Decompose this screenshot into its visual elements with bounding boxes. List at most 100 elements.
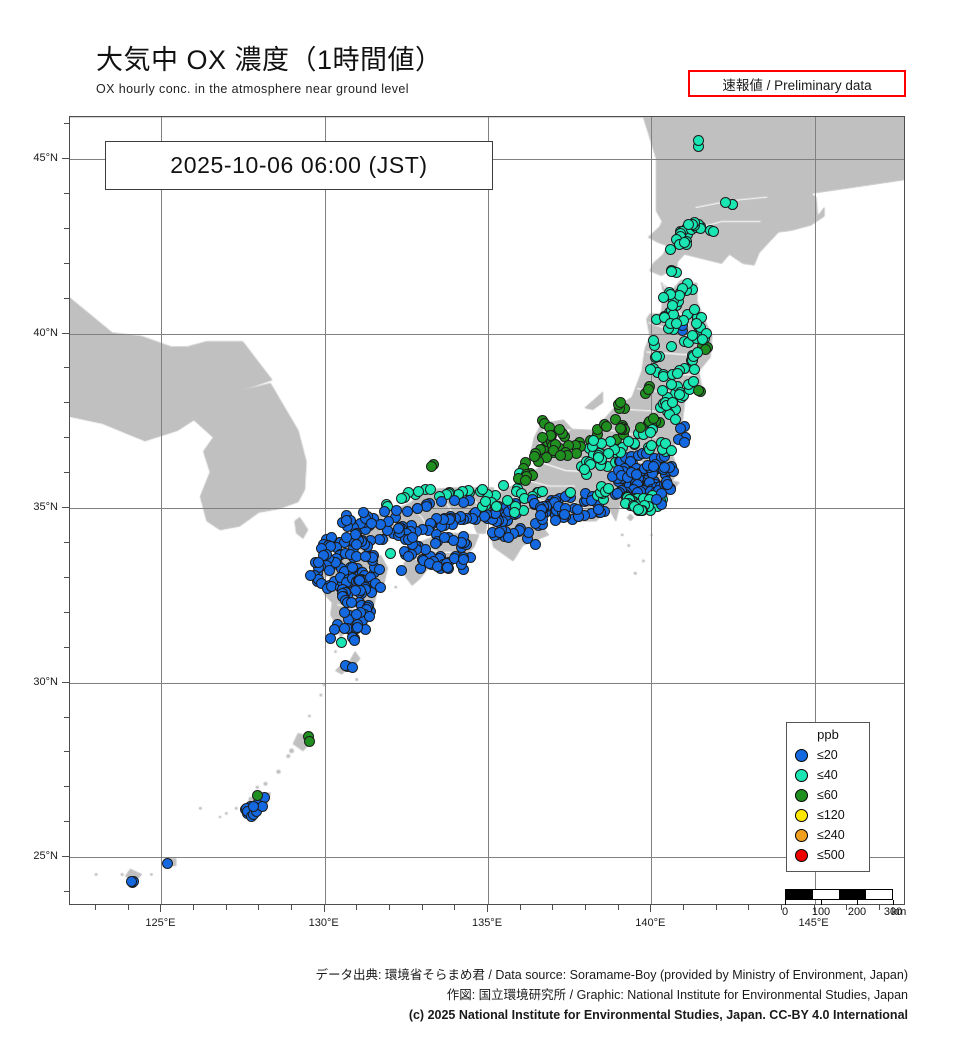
- x-minor-tick: [780, 905, 782, 910]
- x-minor-tick: [389, 905, 390, 910]
- observation-point: [601, 421, 613, 433]
- observation-point: [351, 538, 363, 550]
- observation-point: [665, 243, 677, 255]
- observation-point: [347, 661, 359, 673]
- observation-point: [708, 225, 720, 237]
- observation-point: [666, 340, 678, 352]
- observation-point: [396, 493, 408, 505]
- page-subtitle: OX hourly conc. in the atmosphere near g…: [96, 82, 409, 96]
- observation-point: [571, 503, 583, 515]
- observation-point: [635, 422, 647, 434]
- observation-point: [615, 397, 627, 409]
- scale-tick: [785, 900, 786, 905]
- observation-point: [325, 633, 336, 645]
- scale-tick: [821, 900, 822, 905]
- x-tick: [650, 905, 652, 912]
- gridline-horizontal: [70, 682, 904, 684]
- observation-point: [502, 495, 514, 507]
- observation-point: [364, 610, 375, 622]
- observation-point: [603, 482, 615, 494]
- x-tick: [487, 905, 488, 912]
- scale-bar-segments: [785, 889, 893, 900]
- legend-item-20[interactable]: ≤20: [787, 745, 869, 765]
- y-minor-tick: [64, 891, 69, 892]
- observation-point: [651, 351, 663, 363]
- x-minor-tick: [356, 905, 358, 910]
- scale-segment-2: [812, 890, 839, 899]
- observation-point: [689, 364, 701, 376]
- scale-unit-label: km: [891, 906, 907, 918]
- observation-point: [407, 531, 419, 543]
- observation-point: [688, 304, 700, 316]
- gridline-vertical: [161, 117, 163, 904]
- footer: データ出典: 環境省そらまめ君 / Data source: Soramame-…: [0, 965, 980, 1025]
- legend-item-500[interactable]: ≤500: [787, 845, 869, 865]
- observation-point: [697, 333, 708, 345]
- y-tick: [62, 856, 69, 858]
- x-minor-tick: [127, 905, 129, 910]
- gridline-vertical: [814, 117, 816, 904]
- observation-point: [493, 526, 505, 538]
- legend-item-40[interactable]: ≤40: [787, 765, 869, 785]
- observation-point: [390, 505, 402, 517]
- observation-point: [645, 439, 657, 451]
- y-minor-tick: [64, 751, 69, 753]
- observation-point: [660, 437, 672, 449]
- observation-point: [693, 384, 704, 396]
- observation-point: [336, 637, 348, 649]
- observation-point: [339, 623, 351, 635]
- observation-point: [490, 500, 502, 512]
- observation-point: [565, 487, 577, 499]
- observation-point: [534, 510, 546, 522]
- observation-point: [671, 318, 683, 329]
- legend-title: ppb: [817, 727, 839, 742]
- gridline-horizontal: [70, 857, 904, 859]
- x-minor-tick: [552, 905, 554, 910]
- gridline-horizontal: [70, 333, 904, 335]
- observation-point: [658, 311, 670, 323]
- observation-point: [642, 384, 654, 396]
- observation-point: [657, 292, 669, 304]
- observation-point: [672, 368, 684, 380]
- legend-item-240[interactable]: ≤240: [787, 825, 869, 845]
- observation-point: [632, 504, 644, 515]
- observation-point: [439, 532, 450, 543]
- scale-number: 100: [811, 906, 831, 918]
- observation-point: [411, 502, 423, 514]
- observation-point: [125, 875, 137, 887]
- legend-color-swatch: [795, 828, 808, 842]
- legend-item-60[interactable]: ≤60: [787, 785, 869, 805]
- observation-point: [678, 437, 690, 449]
- x-minor-tick: [585, 905, 586, 910]
- y-minor-tick: [64, 541, 69, 543]
- x-minor-tick: [193, 905, 195, 910]
- x-minor-tick: [225, 905, 227, 910]
- observation-point: [366, 517, 378, 529]
- x-minor-tick: [454, 905, 456, 910]
- y-minor-tick: [64, 576, 69, 578]
- observation-point: [656, 385, 668, 397]
- observation-point: [339, 606, 351, 618]
- map-plot-area[interactable]: [69, 116, 905, 905]
- observation-point: [674, 389, 686, 401]
- observation-point: [441, 562, 453, 573]
- scale-tick: [893, 900, 894, 905]
- observation-point: [303, 735, 315, 747]
- observation-point: [502, 531, 514, 543]
- observation-point: [360, 551, 372, 563]
- y-axis-label: 40°N: [33, 326, 58, 339]
- scale-bar: 0 100 200 300 km: [782, 889, 917, 920]
- observation-point: [347, 561, 359, 573]
- observation-point: [385, 548, 397, 560]
- y-tick: [62, 507, 69, 508]
- x-minor-tick: [846, 905, 848, 910]
- observation-point: [536, 432, 548, 444]
- observation-point: [357, 507, 369, 519]
- observation-point: [651, 493, 663, 505]
- observation-point: [579, 463, 590, 475]
- legend-item-120[interactable]: ≤120: [787, 805, 869, 825]
- observation-point: [666, 265, 678, 277]
- observation-point: [429, 537, 441, 549]
- y-axis-label: 35°N: [33, 501, 58, 513]
- observation-point: [691, 318, 702, 330]
